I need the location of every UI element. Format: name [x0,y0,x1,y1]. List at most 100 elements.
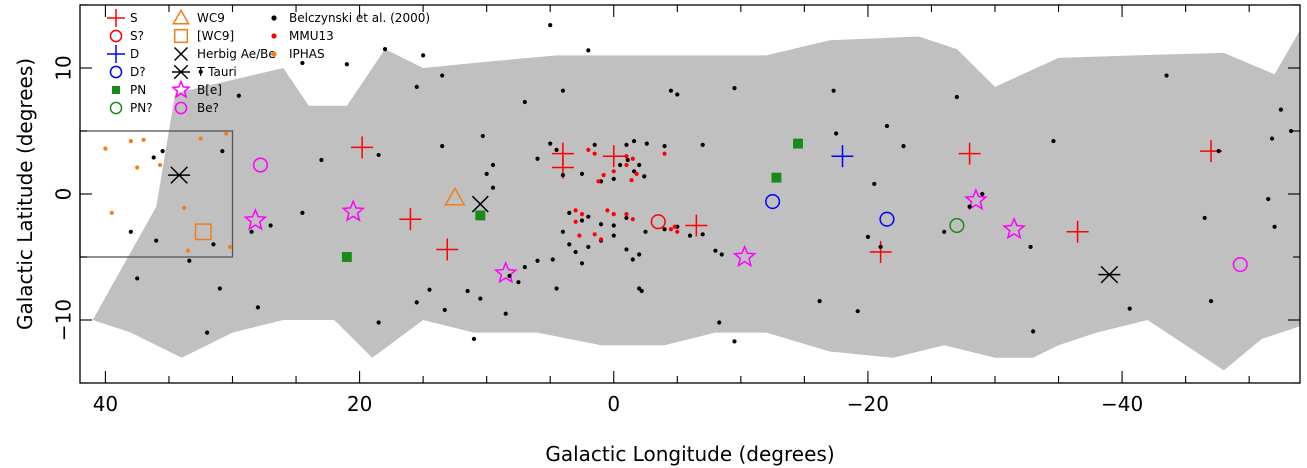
point-iphas [224,131,229,136]
point-belczynski-et-al-2000 [732,86,737,91]
survey-coverage-area [92,30,1300,371]
point-mmu13 [592,151,597,156]
legend-item-wc9: WC9 [172,8,225,25]
point-belczynski-et-al-2000 [625,157,630,163]
point-belczynski-et-al-2000 [478,296,483,301]
point-belczynski-et-al-2000 [662,227,667,232]
point-belczynski-et-al-2000 [154,238,159,243]
series-s [650,214,666,230]
point-belczynski-et-al-2000 [1278,107,1284,112]
legend-symbol-be [174,101,188,115]
legend-label: IPHAS [289,47,325,61]
point-belczynski-et-al-2000 [490,162,496,168]
point-belczynski-et-al-2000 [560,88,566,93]
legend-label: B[e] [197,83,222,97]
point-belczynski-et-al-2000 [548,23,553,28]
point-belczynski-et-al-2000 [1028,244,1033,250]
legend-symbol-d [107,45,125,63]
x-tick-label: −20 [847,392,889,416]
y-axis-label: Galactic Latitude (degrees) [13,58,37,330]
point-belczynski-et-al-2000 [414,84,419,89]
point-belczynski-et-al-2000 [516,280,521,285]
point-s [650,214,666,230]
point-mmu13 [573,219,578,224]
legend-symbol-herbig-ae-be [173,46,189,62]
legend-symbol-mmu13 [271,33,277,39]
legend-item-mmu13: MMU13 [271,29,334,43]
point-belczynski-et-al-2000 [1269,136,1275,141]
point-mmu13 [634,171,639,176]
point-belczynski-et-al-2000 [535,258,540,263]
series-t-tauri [168,166,1121,284]
series-belczynski-et-al-2000 [128,23,1294,344]
point-pn [771,172,782,183]
series-b-e [243,187,1026,284]
point-belczynski-et-al-2000 [440,73,445,78]
point-s [351,136,374,159]
legend-label: D? [130,65,146,79]
series-mmu13 [573,147,680,242]
point-belczynski-et-al-2000 [560,173,566,178]
point-s [869,240,892,263]
point-belczynski-et-al-2000 [700,232,705,237]
point-belczynski-et-al-2000 [135,276,140,281]
point-belczynski-et-al-2000 [573,249,578,255]
point-belczynski-et-al-2000 [719,252,724,257]
legend-item-t-tauri: T Tauri [172,64,237,80]
legend-label: PN? [130,101,153,115]
point-s [602,145,625,168]
point-mmu13 [577,233,582,238]
series-herbig-ae-be [471,195,489,213]
point-belczynski-et-al-2000 [967,204,972,209]
point-mmu13 [586,147,591,152]
point-b-e [493,260,518,284]
legend-item-pn: PN [111,83,146,97]
point-be [1232,256,1248,273]
point-belczynski-et-al-2000 [579,171,585,176]
point-belczynski-et-al-2000 [855,309,860,314]
point-mmu13 [605,208,610,213]
legend-item-belczynski-et-al-2000: Belczynski et al. (2000) [271,11,430,25]
point-mmu13 [596,179,601,184]
point-d [765,193,781,210]
point-belczynski-et-al-2000 [942,229,947,234]
point-belczynski-et-al-2000 [151,155,156,160]
point-belczynski-et-al-2000 [382,47,388,52]
point-belczynski-et-al-2000 [421,53,426,58]
legend-item-s: S [107,9,138,27]
legend-symbol-iphas [271,51,277,57]
point-belczynski-et-al-2000 [503,311,508,316]
point-belczynski-et-al-2000 [834,131,839,136]
legend-item-b-e: B[e] [171,79,222,99]
x-tick-label: −40 [1101,392,1143,416]
point-s [958,142,981,165]
series-d [765,193,895,227]
point-belczynski-et-al-2000 [128,229,133,234]
data-points [103,23,1294,344]
point-belczynski-et-al-2000 [1266,196,1271,202]
point-belczynski-et-al-2000 [831,88,836,93]
point-s [685,214,708,237]
legend-label: S? [130,29,144,43]
point-belczynski-et-al-2000 [732,339,737,344]
point-belczynski-et-al-2000 [204,330,210,335]
point-mmu13 [598,237,604,242]
point-belczynski-et-al-2000 [611,176,616,181]
point-belczynski-et-al-2000 [1289,128,1294,134]
point-iphas [103,146,108,151]
point-belczynski-et-al-2000 [1127,306,1132,311]
point-belczynski-et-al-2000 [687,233,693,238]
point-belczynski-et-al-2000 [414,300,419,305]
x-tick-label: 0 [607,392,620,416]
legend-item-d: D [107,45,139,63]
point-d [879,211,895,227]
point-mmu13 [624,162,629,168]
point-be [252,157,269,173]
point-pn [793,138,803,149]
point-mmu13 [662,151,667,156]
point-belczynski-et-al-2000 [554,147,559,152]
y-tick-label: 0 [52,188,76,201]
point-belczynski-et-al-2000 [980,191,985,197]
point-iphas [109,210,114,215]
point-b-e [732,244,757,268]
